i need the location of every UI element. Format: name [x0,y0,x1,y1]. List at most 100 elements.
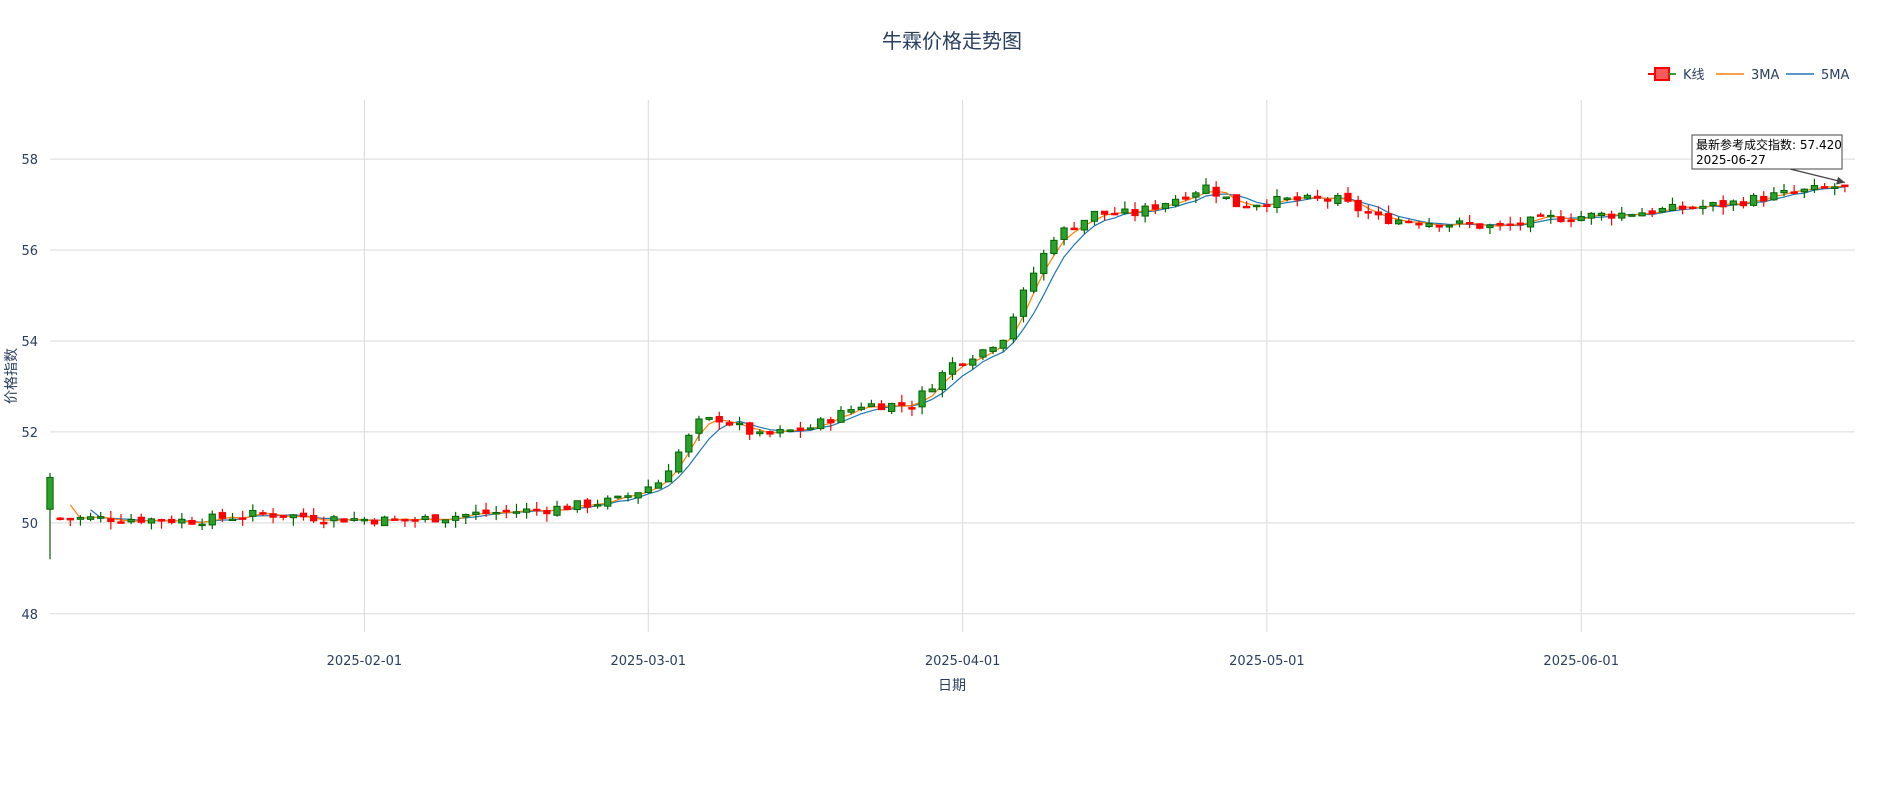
candle [259,509,267,517]
candle-body [1100,210,1109,215]
candle-body [97,516,105,519]
candle-body [1820,186,1829,189]
y-tick-label: 50 [21,517,38,532]
candle [1212,181,1220,204]
candle [1638,208,1646,217]
candle-body [1182,196,1190,200]
x-axis-label: 日期 [938,678,966,694]
candle [1486,223,1494,235]
candle-body [1557,216,1565,223]
candle-body [837,410,845,423]
candle-body [1263,204,1271,208]
kline-series [46,178,1849,560]
candle [1141,202,1149,223]
candle [451,511,460,528]
candle [1567,213,1575,228]
candle-body [502,509,510,513]
candle-body [1577,216,1585,222]
candle [928,383,936,393]
candle [725,419,734,427]
candle [766,430,774,438]
y-tick-label: 48 [21,608,38,623]
candle-body [715,416,723,423]
candle [1587,212,1595,225]
candle [1597,211,1606,221]
candle-body [1618,212,1626,219]
candle [1111,207,1119,216]
candle [543,506,551,522]
candle-body [999,339,1007,349]
candle [979,349,987,360]
candle-body [1526,216,1535,228]
candle [1202,178,1210,195]
legend-item-kline[interactable]: K线 [1648,67,1705,83]
candle-body [1171,198,1180,206]
candle-body [218,512,227,519]
candle [350,511,358,522]
candle-body [1040,252,1048,274]
candle [1729,199,1737,212]
candle [522,502,531,519]
candle [1547,209,1555,224]
candle-body [1729,200,1737,206]
candle-body [1192,192,1200,198]
candle [411,516,419,528]
y-tick-label: 52 [21,426,38,441]
candle-body [1648,210,1656,215]
candle-body [269,513,277,518]
candle [1070,221,1078,231]
candle-body [958,363,967,366]
candle-body [127,518,135,523]
candle [999,339,1007,352]
candle-body [1607,213,1616,219]
candle [380,515,389,527]
candle [664,463,673,483]
candle-body [634,492,642,499]
candle-body [1496,222,1504,226]
candle [299,508,308,521]
latest-value-annotation: 最新参考成交指数: 57.420 2025-06-27 [1691,134,1846,185]
ma5-series [90,186,1845,523]
candle [675,449,683,474]
candle-body [817,418,825,430]
candle-body [1273,195,1281,208]
candle-body [593,504,602,507]
candle-body [431,514,439,523]
candle [958,362,967,367]
candle-body [1415,222,1423,226]
candle [796,421,805,438]
candle [1628,213,1636,217]
candle [1313,189,1322,202]
candle-body [1719,200,1727,208]
candle-body [1161,203,1170,210]
candle [107,510,115,530]
candle-body [1689,206,1697,210]
candle-body [1313,195,1322,199]
candle-body [1567,219,1575,223]
candle-body [806,427,815,430]
candle-body [1425,223,1433,228]
candle [137,513,145,525]
candle [898,394,906,413]
candle [1770,187,1778,201]
candle-body [441,519,450,524]
x-tick-label: 2025-06-01 [1543,654,1619,669]
candle-body [989,346,997,352]
candle [279,514,287,521]
candle [1242,201,1251,209]
candle-body [675,451,683,473]
candle [1526,216,1535,233]
candle-body [340,518,348,523]
candle-body [796,427,805,431]
candle [1445,224,1454,232]
legend-item-ma3[interactable]: 3MA [1716,68,1779,83]
candle-body [66,517,74,521]
legend[interactable]: K线 3MA 5MA [1648,67,1849,83]
candle [877,400,886,411]
candle [310,508,318,523]
legend-item-ma5[interactable]: 5MA [1786,68,1849,83]
candle-body [1212,186,1220,197]
candle [938,370,947,398]
candle [746,421,754,440]
